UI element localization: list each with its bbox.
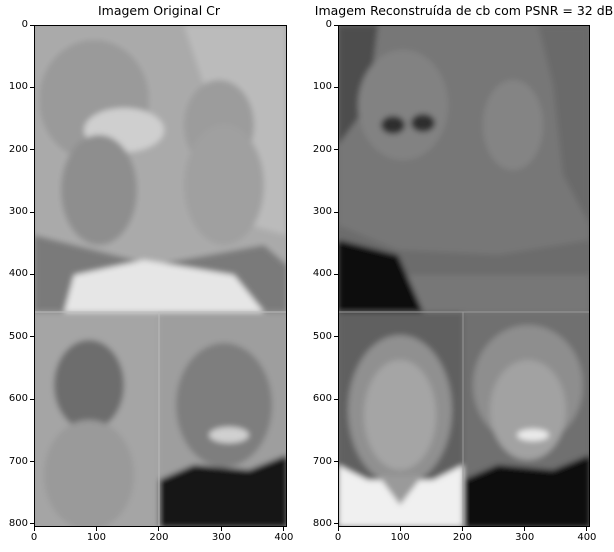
y-tick-mark [30,273,34,275]
x-tick-mark [95,527,97,531]
x-tick-label: 200 [452,532,472,543]
y-tick-label: 300 [8,206,28,218]
y-tick-mark [30,523,34,525]
y-tick-mark [30,211,34,213]
y-tick-label: 700 [312,455,332,467]
y-tick-label: 400 [312,268,332,280]
y-tick-mark [30,86,34,88]
y-tick-label: 600 [8,393,28,405]
y-tick-mark [334,398,338,400]
y-tick-mark [334,336,338,338]
y-tick-label: 100 [312,81,332,93]
left-image [34,25,287,527]
y-tick-label: 500 [312,330,332,342]
y-tick-label: 200 [312,143,332,155]
y-tick-label: 0 [21,19,28,30]
y-tick-mark [30,24,34,26]
x-tick-label: 200 [149,532,169,543]
y-tick-label: 600 [312,393,332,405]
y-tick-mark [334,211,338,213]
y-tick-label: 200 [8,143,28,155]
y-tick-label: 400 [8,268,28,280]
x-tick-label: 400 [577,532,597,543]
y-tick-mark [30,461,34,463]
x-tick-label: 100 [86,532,107,543]
y-tick-mark [334,86,338,88]
y-tick-mark [334,461,338,463]
y-tick-mark [334,24,338,26]
y-tick-mark [334,523,338,525]
x-tick-mark [337,527,339,531]
y-tick-label: 300 [312,206,332,218]
y-tick-label: 500 [8,330,28,342]
right-image [338,25,590,527]
x-tick-label: 0 [334,532,342,543]
y-tick-mark [334,273,338,275]
x-tick-label: 300 [515,532,535,543]
x-tick-mark [158,527,160,531]
y-tick-label: 100 [8,81,28,93]
right-panel-title: Imagem Reconstruída de cb com PSNR = 32 … [314,3,614,18]
left-panel-title: Imagem Original Cr [97,3,221,18]
x-tick-mark [586,527,588,531]
x-tick-mark [220,527,222,531]
x-tick-label: 300 [211,532,231,543]
y-tick-mark [30,398,34,400]
right-image-axes [338,25,590,527]
x-tick-mark [399,527,401,531]
x-tick-label: 400 [274,532,294,543]
x-tick-mark [461,527,463,531]
x-tick-mark [524,527,526,531]
y-tick-label: 800 [312,517,332,529]
x-tick-label: 0 [30,532,38,543]
y-tick-mark [30,336,34,338]
x-tick-label: 100 [390,532,410,543]
y-tick-mark [334,149,338,151]
x-tick-mark [33,527,35,531]
y-tick-label: 0 [325,19,332,30]
y-tick-label: 700 [8,455,28,467]
y-tick-label: 800 [8,517,28,529]
x-tick-mark [283,527,285,531]
y-tick-mark [30,149,34,151]
left-image-axes [34,25,287,527]
